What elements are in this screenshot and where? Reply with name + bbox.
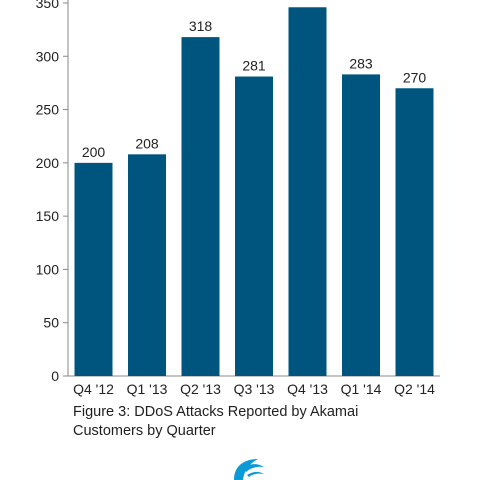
x-tick-label: Q1 '14: [341, 381, 382, 397]
bar: [235, 76, 273, 376]
y-tick-label: 50: [43, 315, 59, 331]
bar-chart: 0 50 100 150 200 250 300 350 200 Q4 '12 208 Q1 '13 3…: [36, 0, 440, 397]
bar-value-label: 283: [349, 55, 373, 71]
figure-caption: Figure 3: DDoS Attacks Reported by Akama…: [73, 403, 453, 441]
bar: [342, 74, 380, 376]
y-tick-label: 100: [36, 261, 60, 277]
x-tick-label: Q4 '13: [287, 381, 328, 397]
bar-value-label: 270: [403, 69, 427, 85]
caption-line-2: Customers by Quarter: [73, 423, 216, 439]
bar-value-label: 318: [189, 18, 213, 34]
x-tick-label: Q1 '13: [127, 381, 168, 397]
y-tick-label: 200: [36, 155, 60, 171]
y-tick-label: 300: [36, 48, 60, 64]
bar: [128, 154, 166, 376]
bar: [288, 7, 327, 377]
x-tick-label: Q2 '14: [394, 381, 435, 397]
akamai-wave-icon: [234, 459, 264, 480]
y-tick-label: 350: [36, 0, 60, 11]
x-tick-label: Q4 '12: [73, 381, 114, 397]
x-tick-label: Q3 '13: [234, 381, 275, 397]
bar-value-label: 200: [82, 144, 106, 160]
caption-line-1: Figure 3: DDoS Attacks Reported by Akama…: [73, 404, 359, 420]
x-tick-label: Q2 '13: [180, 381, 221, 397]
y-tick-label: 250: [36, 102, 60, 118]
bar-value-label: 281: [242, 58, 266, 74]
bar: [74, 162, 113, 376]
y-tick-label: 0: [51, 368, 59, 384]
y-tick-label: 150: [36, 208, 60, 224]
bar: [181, 37, 220, 377]
bar: [395, 88, 434, 376]
bar-value-label: 208: [135, 135, 159, 151]
